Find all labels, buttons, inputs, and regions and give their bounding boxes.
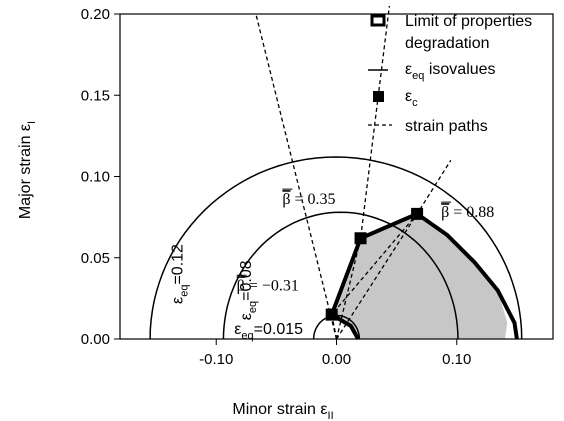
y-tick-label-4: 0.15 [81, 87, 110, 104]
legend-isovalue-label: εeq isovalues [405, 61, 496, 82]
critical-point-2 [354, 232, 367, 245]
legend-critical-label: εc [405, 88, 418, 109]
isovalue-label-1: εeq=0.12 [170, 244, 191, 304]
critical-point-1 [325, 308, 338, 321]
legend-critical-marker [373, 91, 384, 102]
y-axis-label: Major strain εI [17, 121, 38, 219]
beta-annotation-3: β = −0.31 [237, 277, 299, 294]
x-tick-label-2: 0.00 [322, 351, 351, 368]
beta-annotation-1: β = 0.35 [282, 191, 335, 208]
legend-degradation-label-line2: degradation [405, 35, 490, 52]
y-tick-label-5: 0.20 [81, 6, 110, 23]
legend-degradation-marker [370, 14, 386, 27]
strain-path-2 [335, 5, 391, 340]
y-tick-label-1: 0.00 [81, 331, 110, 348]
isovalue-label-2: εeq=0.08 [238, 260, 259, 320]
x-axis-label: Minor strain εII [232, 401, 333, 421]
degraded-region [331, 213, 508, 339]
beta-annotation-2: β = 0.88 [441, 204, 494, 221]
y-tick-label-2: 0.05 [81, 250, 110, 267]
legend: Limit of properties degradation εeq isoval… [368, 13, 532, 135]
y-tick-label-3: 0.10 [81, 169, 110, 186]
x-tick-label-3: 0.10 [442, 351, 471, 368]
x-tick-label-1: -0.10 [199, 351, 233, 368]
legend-strain-path-label: strain paths [405, 118, 488, 135]
degradation-limit-line [329, 211, 519, 340]
legend-degradation-label: Limit of properties [405, 13, 532, 30]
critical-point-3 [411, 207, 424, 220]
isovalue-curve-1 [149, 156, 523, 340]
axes-layer: -0.10 0.00 0.10 0.00 0.05 0.10 0.15 0.20 [81, 6, 554, 368]
